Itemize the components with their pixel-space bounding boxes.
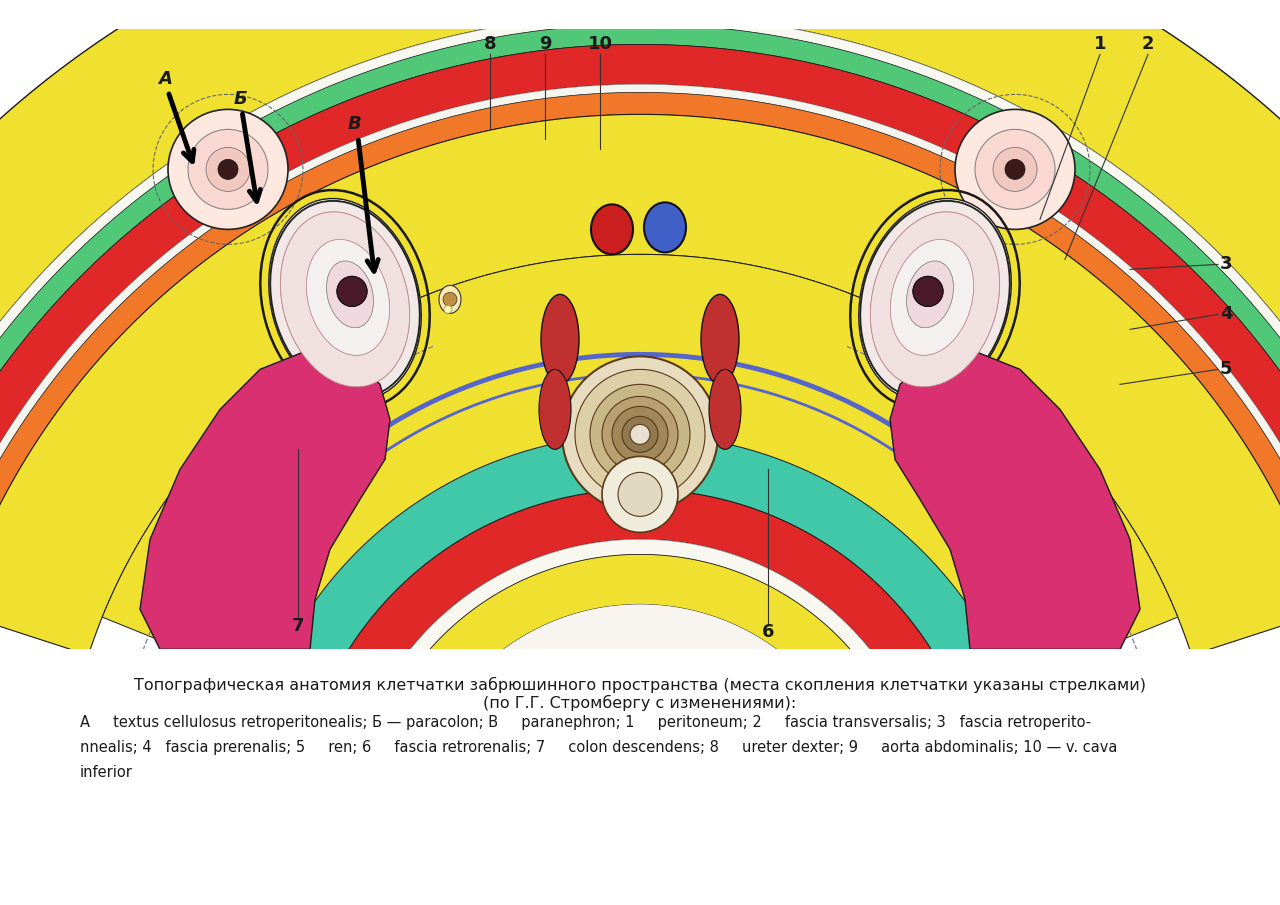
- Polygon shape: [320, 490, 960, 724]
- Text: nnealis; 4   fascia prerenalis; 5     ren; 6     fascia retrorenalis; 7     colo: nnealis; 4 fascia prerenalis; 5 ren; 6 f…: [79, 739, 1117, 755]
- Ellipse shape: [326, 261, 374, 328]
- Text: Б: Б: [233, 90, 247, 109]
- Text: 10: 10: [588, 35, 613, 53]
- Text: 6: 6: [762, 624, 774, 642]
- Circle shape: [590, 385, 690, 484]
- Text: Топографическая анатомия клетчатки забрюшинного пространства (места скопления кл: Топографическая анатомия клетчатки забрю…: [134, 677, 1146, 693]
- Ellipse shape: [270, 201, 420, 398]
- Text: 5: 5: [1220, 360, 1233, 378]
- Text: 1: 1: [1093, 35, 1106, 53]
- Text: В: В: [348, 115, 362, 133]
- Polygon shape: [0, 44, 1280, 603]
- Ellipse shape: [541, 294, 579, 385]
- Polygon shape: [140, 349, 390, 650]
- Ellipse shape: [269, 198, 421, 400]
- Polygon shape: [0, 84, 1280, 605]
- Ellipse shape: [891, 240, 974, 356]
- Polygon shape: [0, 92, 1280, 612]
- Circle shape: [337, 276, 367, 307]
- Text: А     textus cellulosus retroperitonealis; Б — paracolon; В     paranephron; 1  : А textus cellulosus retroperitonealis; Б…: [79, 715, 1091, 729]
- Text: 9: 9: [539, 35, 552, 53]
- Ellipse shape: [891, 240, 974, 356]
- Circle shape: [993, 148, 1037, 191]
- Circle shape: [188, 129, 268, 209]
- Polygon shape: [0, 14, 1280, 584]
- Ellipse shape: [326, 261, 374, 328]
- Circle shape: [168, 110, 288, 229]
- Circle shape: [622, 416, 658, 452]
- Polygon shape: [426, 605, 854, 748]
- Text: 4: 4: [1220, 305, 1233, 323]
- Circle shape: [618, 472, 662, 517]
- Text: (по Г.Г. Стромбергу с изменениями):: (по Г.Г. Стромбергу с изменениями):: [484, 695, 796, 711]
- Circle shape: [955, 110, 1075, 229]
- Circle shape: [444, 305, 452, 313]
- Ellipse shape: [644, 203, 686, 252]
- Polygon shape: [366, 539, 914, 729]
- Polygon shape: [278, 434, 1002, 691]
- Circle shape: [913, 276, 943, 307]
- Circle shape: [1005, 159, 1025, 179]
- Ellipse shape: [860, 201, 1010, 398]
- Ellipse shape: [539, 369, 571, 450]
- Text: 2: 2: [1142, 35, 1155, 53]
- Ellipse shape: [870, 212, 1000, 386]
- Circle shape: [443, 292, 457, 307]
- Polygon shape: [102, 254, 1178, 700]
- Text: 7: 7: [292, 617, 305, 635]
- Circle shape: [575, 369, 705, 500]
- Ellipse shape: [280, 212, 410, 386]
- Ellipse shape: [591, 205, 634, 254]
- Text: inferior: inferior: [79, 765, 133, 780]
- Polygon shape: [890, 349, 1140, 650]
- Circle shape: [602, 396, 678, 472]
- Polygon shape: [0, 0, 1280, 581]
- Circle shape: [612, 406, 668, 462]
- Ellipse shape: [306, 240, 389, 356]
- Circle shape: [602, 456, 678, 532]
- Text: А: А: [157, 71, 172, 89]
- Ellipse shape: [859, 198, 1011, 400]
- Circle shape: [206, 148, 250, 191]
- Polygon shape: [380, 555, 900, 748]
- Ellipse shape: [270, 201, 420, 398]
- Text: 8: 8: [484, 35, 497, 53]
- Circle shape: [218, 159, 238, 179]
- Circle shape: [975, 129, 1055, 209]
- Circle shape: [630, 424, 650, 444]
- Ellipse shape: [906, 261, 954, 328]
- Ellipse shape: [860, 201, 1010, 398]
- Ellipse shape: [280, 212, 410, 386]
- Ellipse shape: [701, 294, 739, 385]
- Text: 3: 3: [1220, 255, 1233, 273]
- Ellipse shape: [439, 285, 461, 313]
- Ellipse shape: [709, 369, 741, 450]
- Ellipse shape: [306, 240, 389, 356]
- Circle shape: [913, 276, 943, 307]
- Circle shape: [337, 276, 367, 307]
- Circle shape: [562, 357, 718, 512]
- Ellipse shape: [906, 261, 954, 328]
- Polygon shape: [0, 114, 1280, 655]
- Ellipse shape: [870, 212, 1000, 386]
- Polygon shape: [0, 24, 1280, 590]
